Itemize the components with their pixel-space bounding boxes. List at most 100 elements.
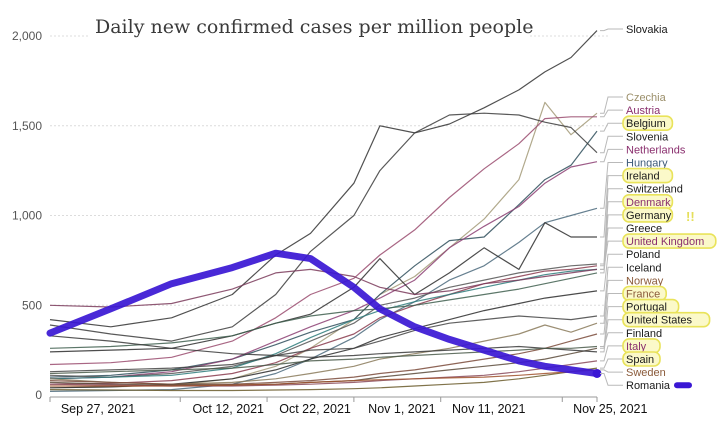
- legend-item-netherlands[interactable]: Netherlands: [600, 144, 686, 163]
- legend-item-germany[interactable]: Germany!!: [600, 207, 695, 270]
- legend-connector: [600, 373, 623, 386]
- y-tick-label: 1,000: [12, 209, 42, 223]
- legend-item-romania[interactable]: Romania: [600, 373, 692, 393]
- x-tick-label: Sep 27, 2021: [61, 402, 135, 416]
- series-line-iceland: [49, 315, 598, 373]
- legend-label: Sweden: [626, 367, 666, 379]
- legend-label: Norway: [626, 275, 664, 287]
- legend-connector: [600, 188, 623, 265]
- legend-connector: [600, 369, 623, 373]
- legend-label: Austria: [626, 105, 661, 117]
- legend-label: Ireland: [626, 171, 660, 183]
- legend-item-poland[interactable]: Poland: [600, 249, 660, 292]
- legend-label: Iceland: [626, 262, 661, 274]
- legend-connector: [600, 175, 623, 238]
- legend-item-france[interactable]: France: [600, 285, 668, 335]
- highlighted-series: [46, 249, 602, 378]
- legend-item-finland[interactable]: Finland: [600, 328, 662, 347]
- annotation-exclamation: !!: [686, 209, 695, 224]
- legend-label: United States: [626, 315, 693, 327]
- legend-label: Finland: [626, 328, 662, 340]
- y-tick-label: 1,500: [12, 119, 42, 133]
- legend-item-denmark[interactable]: Denmark: [600, 194, 674, 267]
- legend-highlight-mark: [622, 351, 661, 367]
- series-line-romania: [46, 249, 601, 377]
- legend-connector: [600, 240, 623, 270]
- legend-connector: [600, 266, 623, 317]
- legend-label: Germany: [626, 210, 672, 222]
- legend-item-slovenia[interactable]: Slovenia: [600, 131, 669, 154]
- x-axis: Sep 27, 2021 Oct 12, 2021 Oct 22, 2021 Nov …: [49, 396, 647, 416]
- legend-item-iceland[interactable]: Iceland: [600, 262, 661, 317]
- series-line-austria: [49, 116, 597, 366]
- legend-label: Netherlands: [626, 144, 686, 156]
- legend-item-portugal[interactable]: Portugal: [600, 298, 680, 349]
- legend-label: Slovenia: [626, 131, 669, 143]
- grid-lines: [50, 35, 610, 306]
- legend-item-norway[interactable]: Norway: [600, 275, 664, 324]
- legend-label: Czechia: [626, 92, 667, 104]
- legend-connector: [600, 345, 623, 362]
- series-line-united-states: [49, 335, 598, 358]
- legend-label: United Kingdom: [626, 236, 704, 248]
- series-lines: [49, 30, 598, 392]
- legend-label: Hungary: [626, 158, 668, 170]
- legend-label: France: [626, 289, 660, 301]
- legend-highlight-mark: [622, 167, 674, 184]
- legend-label: Portugal: [626, 302, 667, 314]
- series-endpoint-romania: [592, 368, 602, 378]
- legend-label: Spain: [626, 354, 654, 366]
- legend-highlight-mark: [622, 115, 674, 131]
- legend-connector: [600, 227, 623, 274]
- legend-item-ireland[interactable]: Ireland: [600, 167, 674, 238]
- legend-item-spain[interactable]: Spain: [600, 351, 661, 369]
- legend-connector: [600, 148, 623, 163]
- x-tick-label: Oct 12, 2021: [192, 402, 264, 416]
- y-tick-label: 2,000: [12, 29, 42, 43]
- legend-item-austria[interactable]: Austria: [600, 105, 661, 118]
- legend-item-hungary[interactable]: Hungary: [600, 158, 668, 209]
- legend-connector: [600, 122, 623, 132]
- legend-connector: [600, 96, 623, 114]
- legend-item-united-kingdom[interactable]: United Kingdom: [600, 233, 717, 270]
- series-line-poland: [49, 290, 598, 389]
- legend-connector: [600, 162, 623, 209]
- legend-connector: [600, 332, 623, 347]
- legend-label: Italy: [626, 341, 647, 353]
- series-line-slovenia: [49, 112, 598, 342]
- legend-highlight-mark: [622, 311, 711, 328]
- legend-item-czechia[interactable]: Czechia: [600, 92, 667, 114]
- y-axis: 0 500 1,000 1,500 2,000: [12, 29, 42, 402]
- series-line-hungary: [49, 207, 598, 392]
- legend-connector: [600, 109, 623, 118]
- legend-connector: [600, 293, 623, 335]
- series-line-spain: [49, 367, 598, 392]
- series-line-sweden: [50, 369, 598, 387]
- x-tick-label: Nov 11, 2021: [452, 402, 525, 416]
- legend-highlight-mark: [622, 207, 674, 223]
- legend-item-sweden[interactable]: Sweden: [600, 367, 666, 379]
- legend-connector: [600, 358, 623, 369]
- series-line-ireland: [49, 222, 597, 353]
- x-tick-label: Oct 22, 2021: [279, 402, 351, 416]
- legend-connector: [600, 319, 623, 353]
- series-line-france: [49, 333, 598, 385]
- legend-highlight-mark: [622, 233, 717, 249]
- chart-title: Daily new confirmed cases per million pe…: [95, 16, 533, 38]
- legend-label: Romania: [626, 380, 671, 392]
- legend-item-belgium[interactable]: Belgium: [600, 115, 674, 132]
- legend-connector: [600, 201, 623, 267]
- series-line-united-kingdom: [49, 268, 598, 308]
- legend-connector: [600, 253, 623, 292]
- legend-item-slovakia[interactable]: Slovakia: [600, 24, 668, 36]
- legend-label: Greece: [626, 223, 662, 235]
- series-line-denmark: [49, 265, 598, 385]
- legend-item-united-states[interactable]: United States: [600, 311, 711, 353]
- legend-connector: [600, 306, 623, 349]
- legend-label: Switzerland: [626, 184, 683, 196]
- legend-label: Denmark: [626, 197, 671, 209]
- x-tick-label: Nov 25, 2021: [573, 402, 647, 416]
- title-background: [90, 10, 530, 44]
- legend-item-greece[interactable]: Greece: [600, 223, 662, 274]
